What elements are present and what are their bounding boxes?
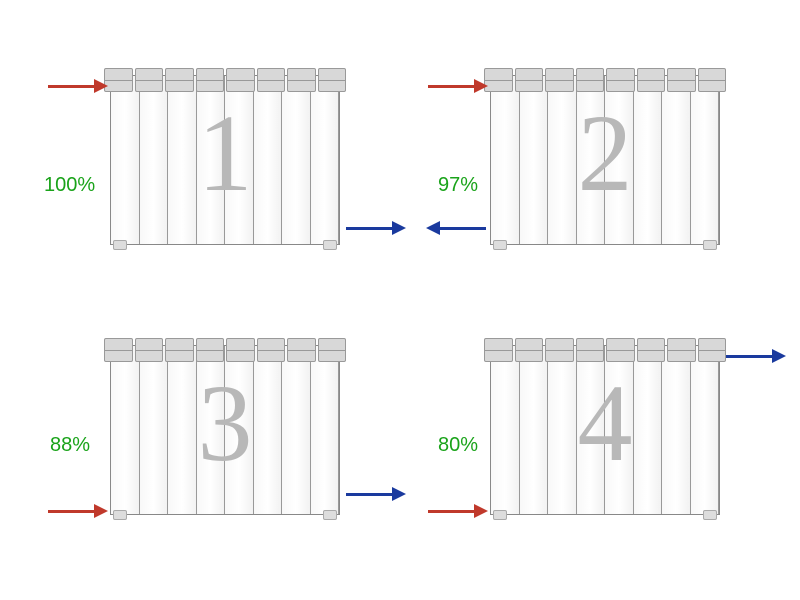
radiator-section [254,346,283,514]
radiator-section [282,76,311,244]
efficiency-label: 88% [50,434,90,457]
radiator-foot [703,510,717,520]
radiator-section [168,76,197,244]
radiator-section [634,76,663,244]
radiator-section [662,76,691,244]
radiator-foot [113,510,127,520]
radiator-section [605,346,634,514]
radiator-config-3: 3 [110,345,340,515]
radiator-section [311,346,340,514]
radiator-section [111,76,140,244]
inlet-arrow-icon [48,85,98,88]
outlet-arrow-icon [726,355,776,358]
radiator-config-1: 1 [110,75,340,245]
radiator-section [491,76,520,244]
radiator-body: 4 [490,345,720,515]
radiator-section [577,76,606,244]
radiator-section [691,76,720,244]
outlet-arrow-icon [436,227,486,230]
radiator-section [197,76,226,244]
efficiency-label: 97% [438,174,478,197]
radiator-section [282,346,311,514]
radiator-config-4: 4 [490,345,720,515]
radiator-config-2: 2 [490,75,720,245]
radiator-section [691,346,720,514]
radiator-section [311,76,340,244]
radiator-foot [493,510,507,520]
radiator-body: 1 [110,75,340,245]
radiator-top-cap [103,68,347,92]
radiator-section [662,346,691,514]
radiator-section [548,346,577,514]
radiator-section [140,346,169,514]
radiator-top-cap [103,338,347,362]
radiator-section [577,346,606,514]
radiator-foot [323,240,337,250]
radiator-section [168,346,197,514]
radiator-foot [493,240,507,250]
radiator-section [254,76,283,244]
radiator-foot [703,240,717,250]
inlet-arrow-icon [48,510,98,513]
radiator-section [225,76,254,244]
radiator-section [111,346,140,514]
radiator-section [491,346,520,514]
inlet-arrow-icon [428,85,478,88]
radiator-foot [323,510,337,520]
inlet-arrow-icon [428,510,478,513]
radiator-section [140,76,169,244]
efficiency-label: 100% [44,174,95,197]
radiator-section [548,76,577,244]
radiator-section [520,346,549,514]
radiator-section [634,346,663,514]
outlet-arrow-icon [346,493,396,496]
radiator-section [225,346,254,514]
radiator-foot [113,240,127,250]
efficiency-label: 80% [438,434,478,457]
radiator-section [605,76,634,244]
outlet-arrow-icon [346,227,396,230]
radiator-section [197,346,226,514]
radiator-body: 2 [490,75,720,245]
radiator-body: 3 [110,345,340,515]
radiator-section [520,76,549,244]
radiator-top-cap [483,68,727,92]
radiator-top-cap [483,338,727,362]
